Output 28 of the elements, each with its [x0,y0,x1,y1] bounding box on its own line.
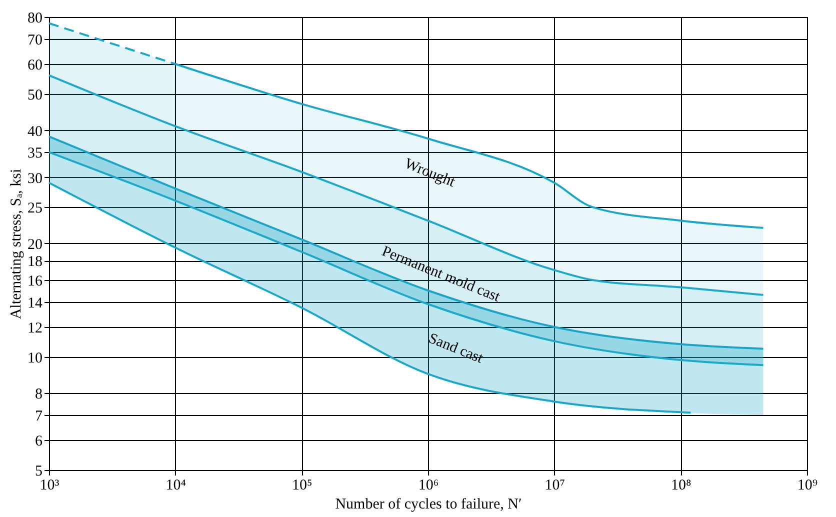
x-tick-label: 10⁵ [292,478,312,494]
y-tick-label: 80 [28,10,42,26]
y-tick-label: 18 [28,254,42,270]
y-axis-title: Alternating stress, Sₐ, ksi [8,168,24,320]
x-tick-label: 10³ [40,478,60,494]
x-tick-label: 10⁶ [418,478,439,494]
y-tick-label: 6 [35,434,43,450]
y-tick-label: 14 [28,295,43,312]
y-tick-label: 12 [28,320,42,336]
x-tick-label: 10⁸ [671,478,692,494]
y-tick-label: 70 [28,32,42,48]
y-tick-label: 40 [28,124,42,140]
y-tick-label: 8 [35,386,42,403]
y-tick-label: 35 [28,146,42,162]
y-tick-label: 25 [28,200,42,217]
y-tick-label: 30 [28,170,42,187]
y-tick-label: 10 [28,350,42,366]
x-tick-label: 10⁷ [544,478,565,494]
y-tick-label: 16 [28,273,43,290]
y-tick-label: 20 [28,237,42,253]
x-tick-label: 10⁴ [166,478,186,494]
y-tick-label: 60 [28,58,42,74]
y-tick-label: 50 [28,87,42,104]
y-tick-label: 5 [35,464,42,480]
x-tick-label: 10⁹ [797,478,818,494]
annotation: Sand cast [426,330,486,368]
x-axis-title: Number of cycles to failure, N′ [335,496,522,512]
y-tick-label: 7 [35,408,43,425]
